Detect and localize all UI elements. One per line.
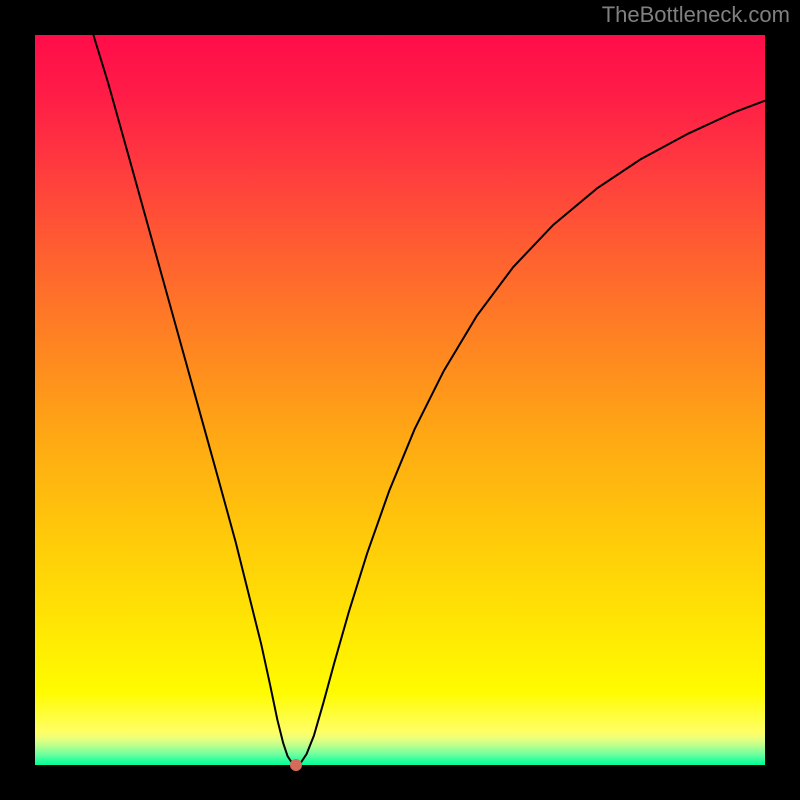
attribution-text: TheBottleneck.com [602, 2, 790, 28]
bottleneck-curve [35, 35, 765, 765]
optimal-point-marker [290, 759, 302, 771]
plot-area [35, 35, 765, 765]
curve-path [93, 35, 765, 765]
